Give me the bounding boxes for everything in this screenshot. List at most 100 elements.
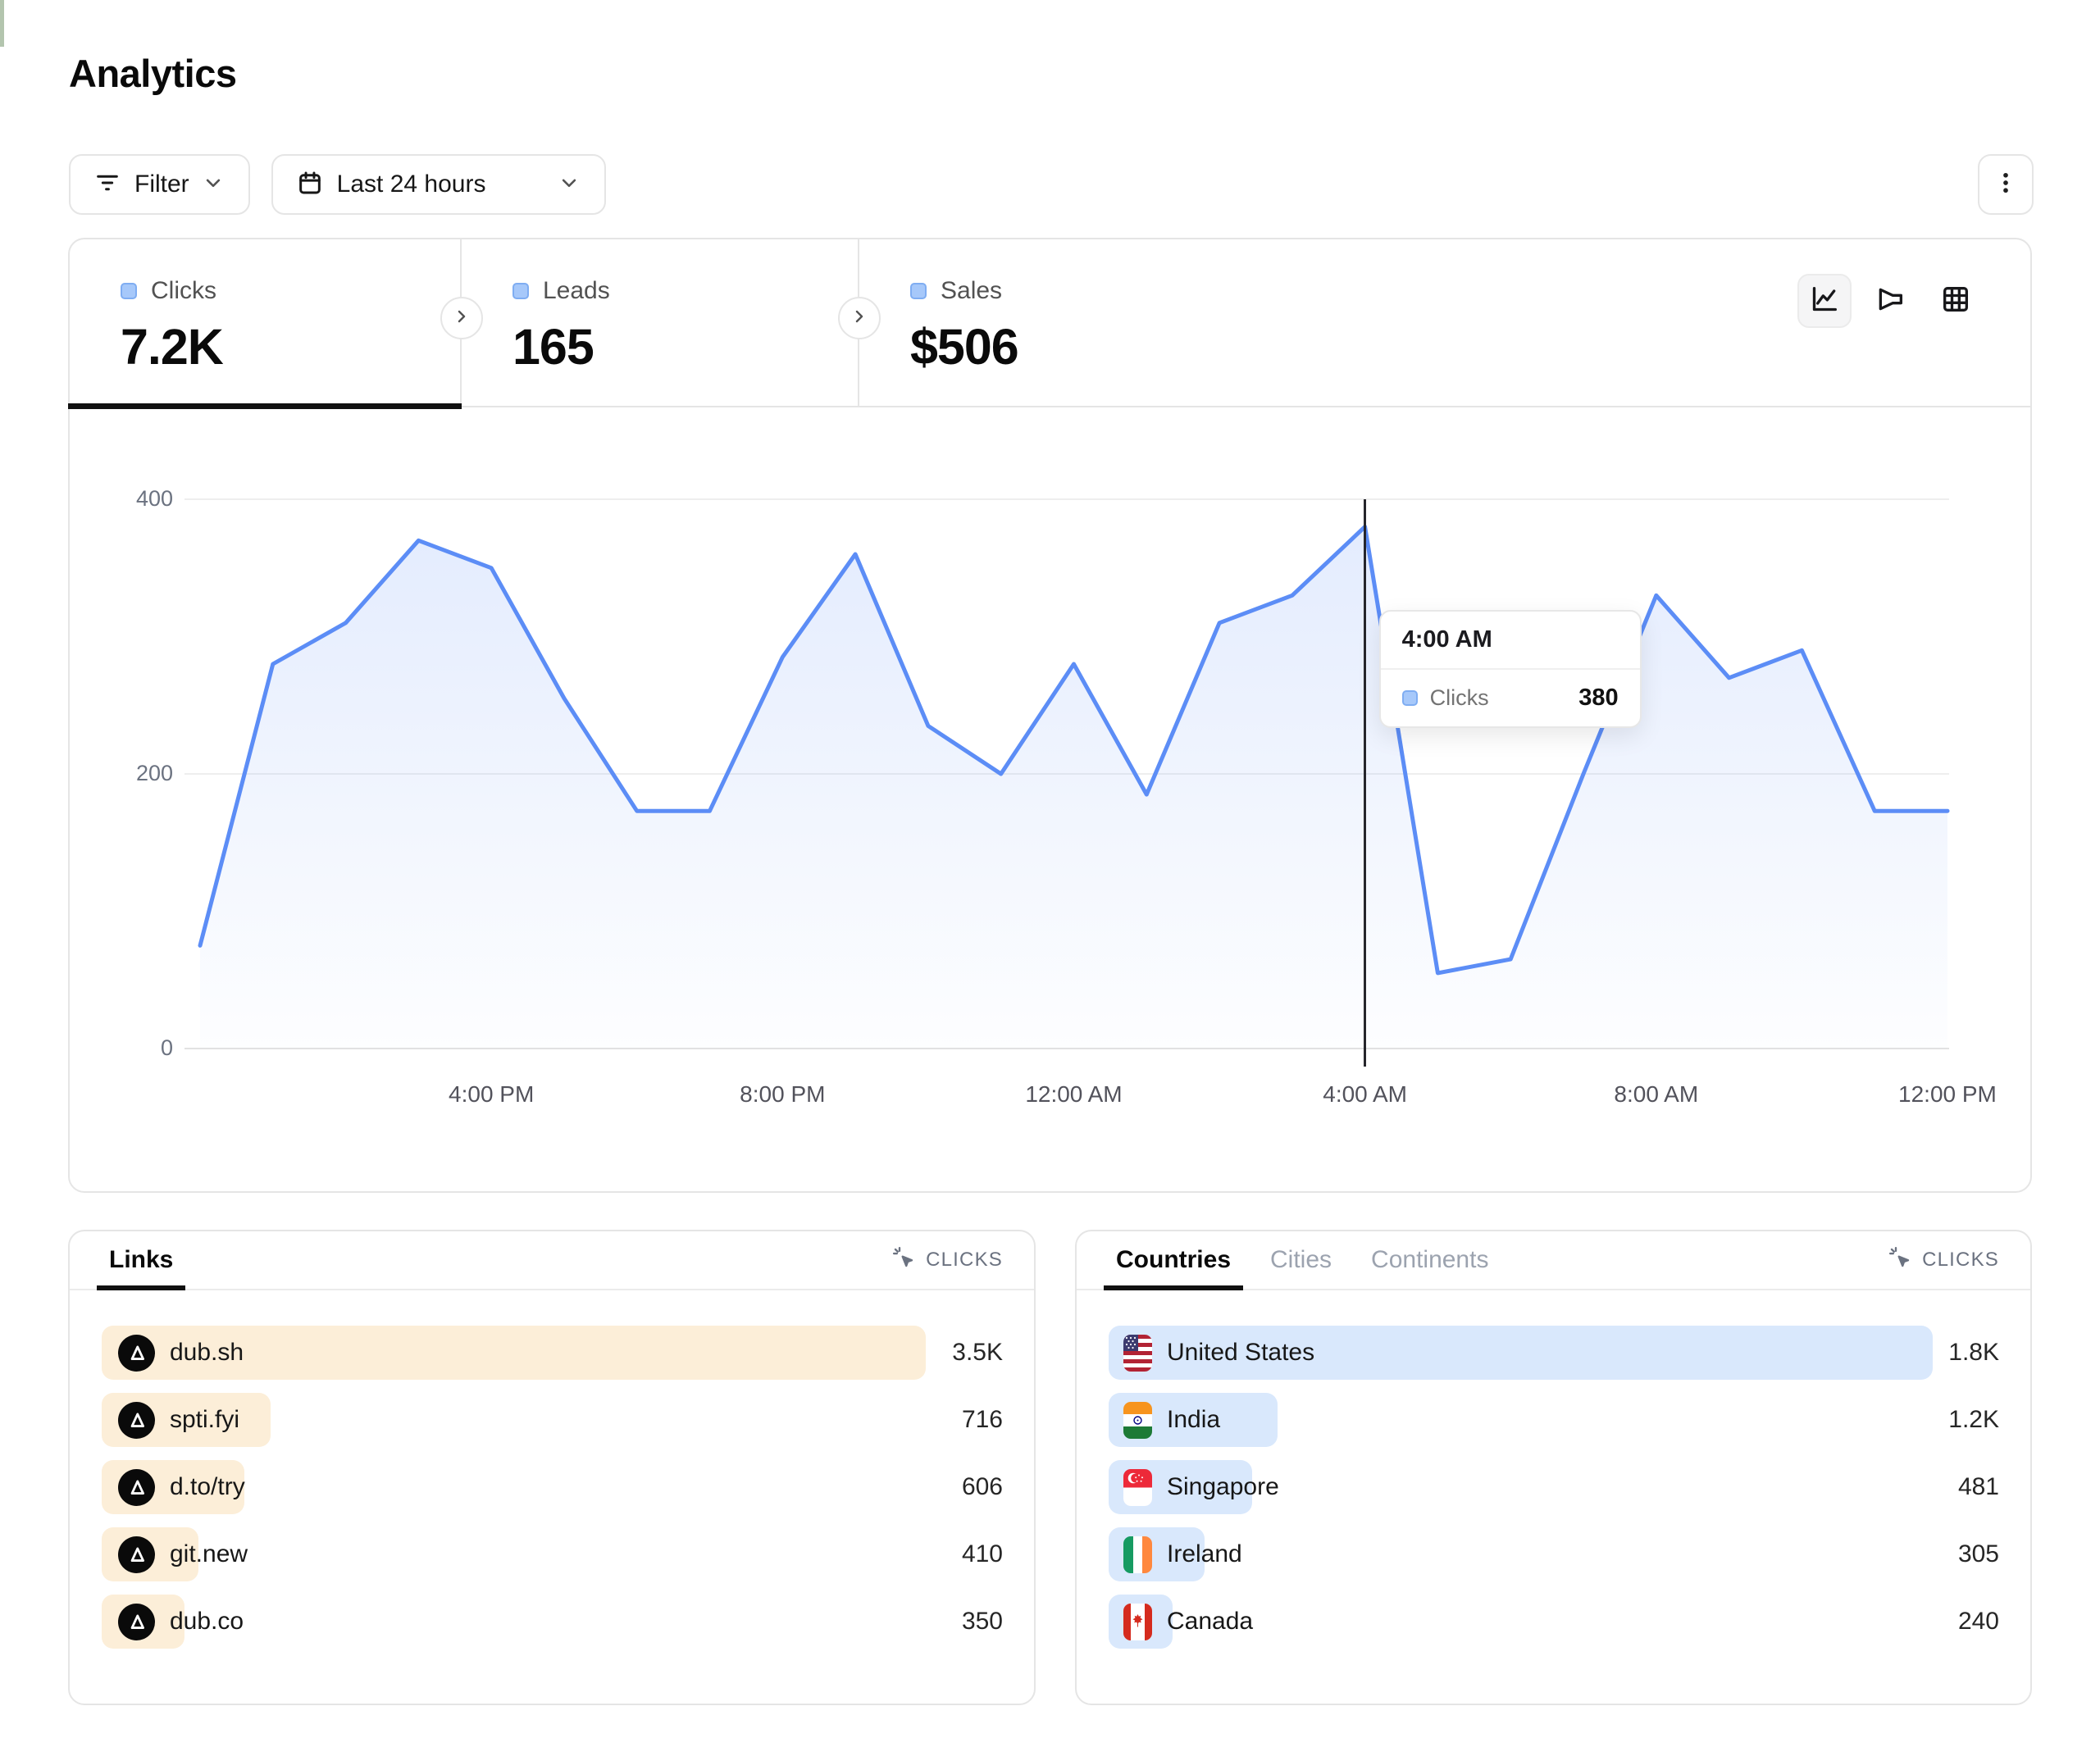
links-panel: Links CLICKS dub.sh 3.5K spti.fyi 716 d.… bbox=[68, 1230, 1036, 1705]
links-panel-header: Links CLICKS bbox=[70, 1231, 1034, 1290]
countries-metric-toggle[interactable]: CLICKS bbox=[1888, 1231, 1999, 1289]
chevron-right-icon bbox=[850, 307, 869, 330]
area-chart-canvas bbox=[184, 498, 1950, 1049]
tab-continents[interactable]: Continents bbox=[1371, 1246, 1489, 1273]
links-list: dub.sh 3.5K spti.fyi 716 d.to/try 606 gi… bbox=[70, 1290, 1034, 1649]
metric-color-chip bbox=[121, 283, 137, 299]
y-axis-tick: 200 bbox=[135, 761, 173, 785]
country-row[interactable]: Canada 240 bbox=[1109, 1595, 1999, 1649]
flag-icon-ie bbox=[1123, 1536, 1152, 1573]
chart-area-fill bbox=[200, 526, 1947, 1049]
row-label: git.new bbox=[170, 1540, 248, 1567]
flag-icon-ca bbox=[1123, 1603, 1152, 1640]
y-axis-tick: 0 bbox=[160, 1035, 173, 1060]
active-tab-underline bbox=[68, 403, 462, 409]
tab-links[interactable]: Links bbox=[97, 1231, 186, 1290]
cursor-click-icon bbox=[1888, 1245, 1912, 1276]
chart-line bbox=[198, 525, 1950, 976]
stat-value: 165 bbox=[512, 319, 594, 375]
country-row[interactable]: Ireland 305 bbox=[1109, 1527, 1999, 1581]
row-label: d.to/try bbox=[170, 1473, 245, 1500]
row-icon bbox=[118, 1334, 155, 1372]
tab-cities[interactable]: Cities bbox=[1270, 1246, 1332, 1273]
row-icon bbox=[1123, 1603, 1152, 1640]
row-value: 305 bbox=[1957, 1540, 1999, 1567]
flag-icon-in bbox=[1123, 1401, 1152, 1439]
metric-color-chip bbox=[910, 283, 927, 299]
stat-label: Leads bbox=[543, 277, 610, 304]
more-options-button[interactable] bbox=[1978, 154, 2034, 215]
countries-tabs: Countries Cities Continents bbox=[1096, 1231, 1508, 1290]
clicks-chart[interactable]: 0 200 400 4:00 PM 8:00 PM 12:00 AM 4:00 AM 8:0… bbox=[70, 407, 2030, 1191]
country-row[interactable]: India 1.2K bbox=[1109, 1393, 1999, 1447]
line-chart-view-button[interactable] bbox=[1797, 274, 1852, 328]
analytics-card: Clicks 7.2K Leads 165 Sales bbox=[68, 238, 2032, 1193]
link-row[interactable]: dub.sh 3.5K bbox=[102, 1326, 1003, 1380]
row-value: 410 bbox=[961, 1540, 1003, 1567]
x-axis-tick: 8:00 PM bbox=[740, 1081, 826, 1107]
flag-icon-us bbox=[1123, 1334, 1152, 1372]
stat-value: $506 bbox=[910, 319, 1019, 375]
x-axis-tick: 4:00 AM bbox=[1323, 1081, 1407, 1107]
link-row[interactable]: d.to/try 606 bbox=[102, 1460, 1003, 1514]
stats-row: Clicks 7.2K Leads 165 Sales bbox=[68, 239, 2030, 409]
cursor-click-icon bbox=[891, 1245, 916, 1276]
stat-tab-sales[interactable]: Sales $506 bbox=[859, 239, 1286, 406]
kebab-menu-icon bbox=[1992, 169, 2020, 201]
value-bar bbox=[102, 1326, 926, 1380]
row-value: 481 bbox=[1957, 1473, 1999, 1500]
row-icon bbox=[118, 1603, 155, 1640]
table-view-button[interactable] bbox=[1929, 274, 1983, 328]
value-bar bbox=[1109, 1326, 1933, 1380]
row-label: India bbox=[1167, 1406, 1221, 1433]
link-row[interactable]: dub.co 350 bbox=[102, 1595, 1003, 1649]
row-label: dub.co bbox=[170, 1608, 244, 1635]
tooltip-time: 4:00 AM bbox=[1380, 612, 1640, 670]
chart-view-toolbar bbox=[1797, 274, 1983, 328]
stat-expand-button[interactable] bbox=[440, 297, 483, 339]
country-row[interactable]: Singapore 481 bbox=[1109, 1460, 1999, 1514]
dub-logo bbox=[118, 1468, 155, 1506]
x-axis-tick: 12:00 PM bbox=[1898, 1081, 1997, 1107]
filter-button[interactable]: Filter bbox=[69, 154, 250, 215]
link-row[interactable]: spti.fyi 716 bbox=[102, 1393, 1003, 1447]
dub-logo bbox=[118, 1334, 155, 1372]
date-range-button[interactable]: Last 24 hours bbox=[271, 154, 606, 215]
links-metric-label: CLICKS bbox=[926, 1249, 1003, 1271]
stat-tab-leads[interactable]: Leads 165 bbox=[462, 239, 859, 406]
stat-label: Sales bbox=[941, 277, 1003, 304]
date-range-label: Last 24 hours bbox=[336, 171, 486, 198]
row-label: Ireland bbox=[1167, 1540, 1242, 1567]
dub-logo bbox=[118, 1603, 155, 1640]
tooltip-metric-label: Clicks bbox=[1429, 685, 1489, 710]
table-icon bbox=[1939, 283, 1972, 320]
row-value: 606 bbox=[961, 1473, 1003, 1500]
controls-bar: Filter Last 24 hours bbox=[69, 154, 606, 215]
funnel-chart-view-button[interactable] bbox=[1863, 274, 1917, 328]
stat-tab-clicks[interactable]: Clicks 7.2K bbox=[68, 239, 462, 409]
stat-expand-button[interactable] bbox=[838, 297, 881, 339]
countries-panel: Countries Cities Continents CLICKS United … bbox=[1075, 1230, 2032, 1705]
y-axis-tick: 400 bbox=[135, 486, 173, 511]
tab-countries[interactable]: Countries bbox=[1104, 1231, 1244, 1290]
x-axis-tick: 4:00 PM bbox=[449, 1081, 535, 1107]
row-label: Singapore bbox=[1167, 1473, 1279, 1500]
x-axis-tick: 12:00 AM bbox=[1025, 1081, 1123, 1107]
row-label: spti.fyi bbox=[170, 1406, 240, 1433]
line-chart-icon bbox=[1808, 283, 1841, 320]
row-icon bbox=[1123, 1334, 1152, 1372]
row-icon bbox=[1123, 1401, 1152, 1439]
chevron-down-icon bbox=[557, 171, 581, 199]
metric-color-chip bbox=[512, 283, 529, 299]
filter-button-label: Filter bbox=[134, 171, 189, 198]
links-metric-toggle[interactable]: CLICKS bbox=[891, 1231, 1003, 1289]
row-value: 1.8K bbox=[1948, 1339, 1999, 1366]
row-icon bbox=[118, 1536, 155, 1573]
row-value: 240 bbox=[1957, 1608, 1999, 1635]
country-row[interactable]: United States 1.8K bbox=[1109, 1326, 1999, 1380]
countries-list: United States 1.8K India 1.2K Singapore … bbox=[1077, 1290, 2030, 1649]
link-row[interactable]: git.new 410 bbox=[102, 1527, 1003, 1581]
row-label: Canada bbox=[1167, 1608, 1254, 1635]
row-value: 716 bbox=[961, 1406, 1003, 1433]
